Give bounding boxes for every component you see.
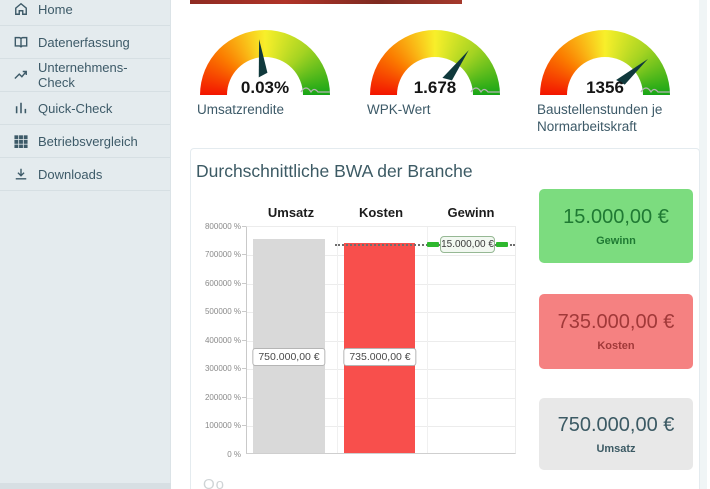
book-icon (14, 36, 28, 49)
bar-value-label-umsatz: 750.000,00 € (252, 348, 326, 366)
column-header-gewinn: Gewinn (447, 205, 495, 220)
gauge-wpk-wert: 1.678 WPK-Wert (367, 30, 500, 119)
sidebar-item-datenerfassung[interactable]: Datenerfassung (0, 26, 170, 59)
gauge-needle-icon (442, 50, 469, 81)
gauge-baustellenstunden: 1356 Baustellenstunden je Normarbeitskra… (537, 30, 670, 136)
y-axis-label: 200000 % (204, 393, 241, 402)
sidebar-item-label: Datenerfassung (38, 34, 130, 50)
sidebar: Home Datenerfassung Unternehmens-Check Q… (0, 0, 171, 489)
gewinn-marker-dash (496, 242, 508, 247)
bwa-section: Durchschnittliche BWA der Branche Umsatz… (190, 148, 700, 489)
sidebar-item-betriebsvergleich[interactable]: Betriebsvergleich (0, 125, 170, 158)
sparkline-wave-icon (300, 87, 330, 94)
home-icon (15, 2, 27, 15)
gauge-needle-icon (258, 39, 268, 78)
gewinn-reference-line (335, 244, 515, 246)
sidebar-item-quick-check[interactable]: Quick-Check (0, 92, 170, 125)
download-icon (15, 168, 27, 180)
y-axis-label: 300000 % (204, 364, 241, 373)
sidebar-bottom-edge (0, 483, 171, 489)
sidebar-item-downloads[interactable]: Downloads (0, 158, 170, 191)
sidebar-item-label: Unternehmens-Check (38, 60, 128, 90)
card-label: Gewinn (596, 234, 636, 247)
section-title: Durchschnittliche BWA der Branche (196, 161, 473, 181)
sidebar-item-label: Home (38, 1, 73, 17)
column-header-kosten: Kosten (358, 205, 404, 220)
card-label: Kosten (597, 340, 635, 352)
sidebar-item-label: Betriebsvergleich (38, 133, 138, 149)
card-value: 15.000,00 € (563, 205, 669, 228)
card-kosten: 735.000,00 € Kosten (539, 294, 693, 369)
sidebar-menu: Home Datenerfassung Unternehmens-Check Q… (0, 0, 170, 191)
sparkline-wave-icon (640, 87, 670, 94)
gauge-label: Umsatzrendite (197, 102, 285, 117)
sparkline-wave-icon (470, 87, 500, 94)
card-umsatz: 750.000,00 € Umsatz (539, 398, 693, 470)
y-axis-label: 600000 % (204, 279, 241, 288)
column-header-umsatz: Umsatz (267, 205, 315, 220)
card-value: 735.000,00 € (557, 311, 675, 333)
card-label: Umsatz (596, 442, 636, 455)
clipped-header-strip (190, 0, 462, 4)
gauge-arc: 1.678 (370, 30, 500, 95)
scrollbar-track[interactable] (699, 0, 707, 489)
gauge-label: Baustellenstunden je Normarbeitskraft (537, 102, 663, 134)
gauge-arc: 1356 (540, 30, 670, 95)
gauge-value: 1356 (586, 78, 624, 95)
gauge-arc: 0.03% (200, 30, 330, 95)
sidebar-item-unternehmens-check[interactable]: Unternehmens-Check (0, 59, 170, 92)
gewinn-marker-dash (427, 242, 439, 247)
sidebar-item-label: Downloads (38, 166, 103, 182)
gauge-value: 1.678 (413, 78, 457, 95)
watermark: Oo (203, 476, 226, 489)
bar-chart-icon (15, 102, 27, 114)
sidebar-item-home[interactable]: Home (0, 0, 170, 26)
card-gewinn: 15.000,00 € Gewinn (539, 189, 693, 263)
bar-umsatz (253, 239, 325, 453)
gewinn-marker-label: 15.000,00 € (440, 236, 495, 253)
sidebar-item-label: Quick-Check (38, 100, 113, 116)
gauge-value: 0.03% (240, 78, 290, 95)
bar-value-label-kosten: 735.000,00 € (343, 348, 417, 366)
y-axis-label: 800000 % (204, 222, 241, 231)
trending-up-icon (14, 70, 27, 79)
bwa-bar-chart: 750.000,00 € 735.000,00 € 15.000,00 € (246, 226, 516, 454)
gauge-needle-icon (616, 58, 648, 85)
y-axis-label: 500000 % (204, 307, 241, 316)
grid-icon (14, 135, 28, 148)
y-axis-label: 100000 % (204, 421, 241, 430)
y-axis-label: 0 % (227, 450, 241, 459)
gauge-umsatzrendite: 0.03% Umsatzrendite (197, 30, 330, 119)
y-axis-label: 700000 % (204, 250, 241, 259)
gauge-label: WPK-Wert (367, 102, 431, 117)
y-axis-label: 400000 % (204, 336, 241, 345)
card-value: 750.000,00 € (557, 413, 675, 436)
